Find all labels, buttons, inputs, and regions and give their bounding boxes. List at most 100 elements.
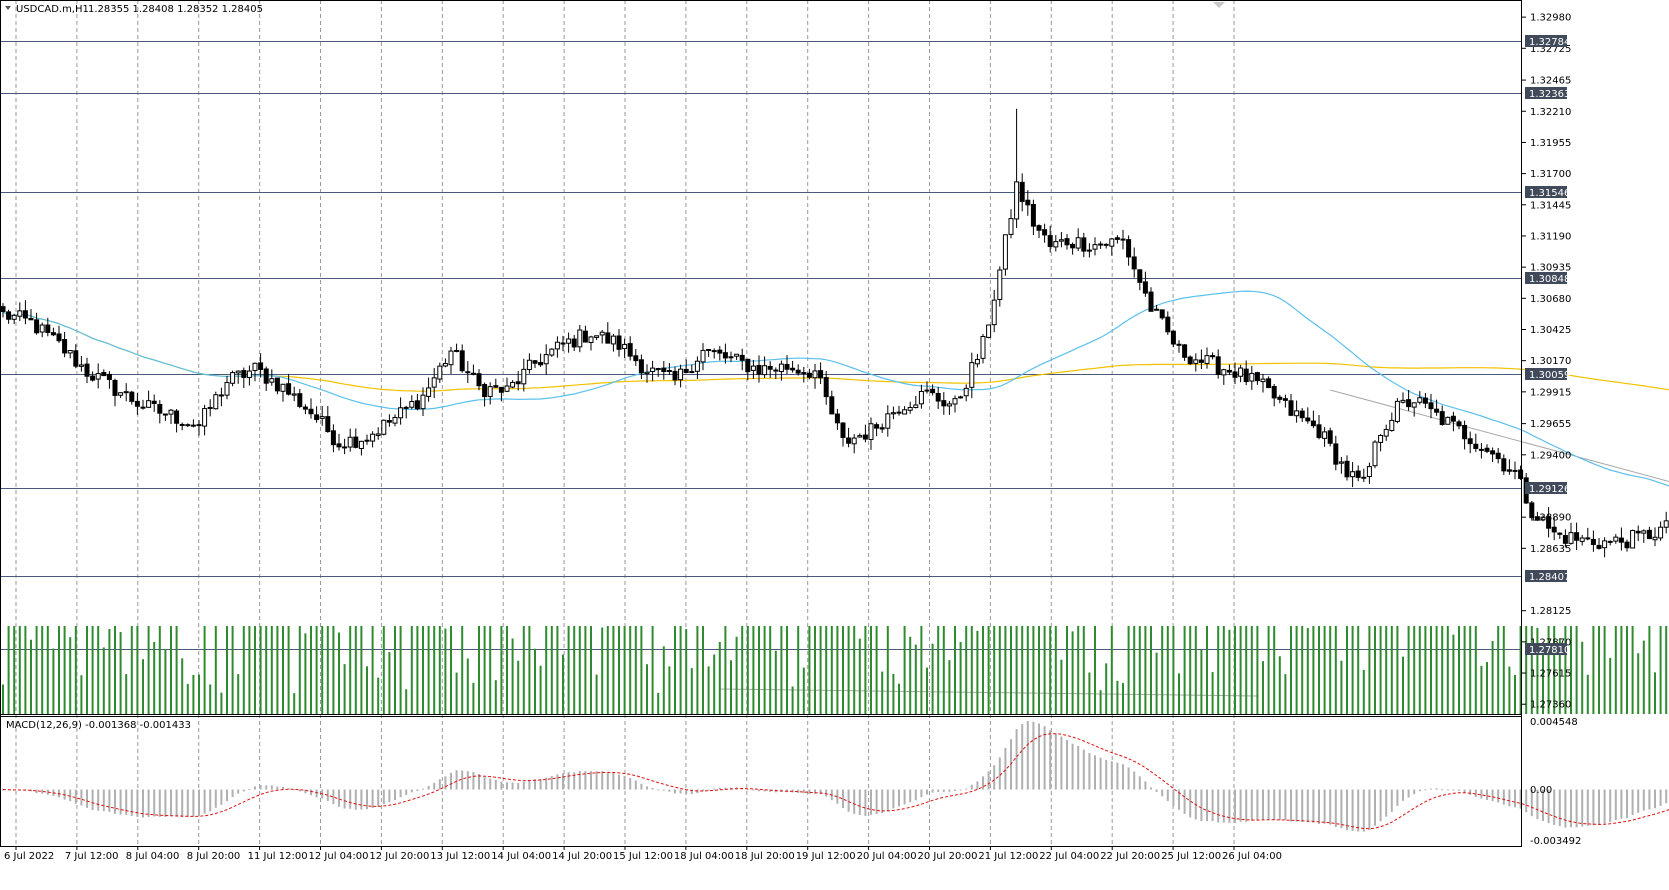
macd-bar [461,770,464,790]
candle-body [728,356,734,359]
macd-bar [1631,789,1634,816]
macd-bar [987,771,990,790]
volume-bar [674,626,676,714]
candle-body [78,364,84,367]
volume-bar [1026,626,1029,714]
macd-bar [752,789,755,791]
volume-bar [651,626,654,714]
volume-bar [1318,626,1320,714]
candle-body [493,385,499,388]
candle-body [106,373,112,380]
volume-bar [63,626,66,714]
macd-bar [282,786,284,790]
candle-body [700,349,706,363]
candle-body [241,370,247,378]
level-price-badge [1525,272,1567,284]
macd-bar [511,782,514,790]
macd-bar [125,789,128,815]
volume-bar [836,626,839,714]
macd-bar [937,789,940,792]
candle-body [1081,237,1087,252]
macd-bar [366,789,368,810]
candle-body [465,371,471,374]
volume-bar [349,626,352,714]
candle-body [638,359,644,374]
macd-bar [903,789,906,805]
volume-bar [1558,638,1561,714]
candle-body [1019,181,1025,202]
candle-body [902,409,908,415]
volume-bar [270,626,273,714]
panel-collapse-icon[interactable] [1213,2,1225,8]
candle-body [1092,244,1098,250]
candle-body [778,363,784,373]
macd-bar [265,785,268,790]
candle-body [1193,359,1199,364]
time-tick-label: 20 Jul 20:00 [918,851,978,862]
volume-bar [293,693,296,714]
volume-bar [52,648,55,714]
candle-body [801,372,807,375]
macd-bar [74,789,77,804]
macd-bar [214,789,217,808]
volume-bar [259,626,262,714]
volume-bar [58,626,60,714]
candle-body [1495,452,1501,460]
macd-bar [304,789,307,794]
macd-bar [310,789,312,796]
price-tick-label: 1.27360 [1530,700,1571,711]
volume-bar [405,689,408,714]
volume-bar [634,626,637,714]
time-tick-label: 15 Jul 12:00 [613,851,673,862]
macd-bar [80,789,83,806]
candle-body [560,342,566,345]
macd-bar [1110,761,1113,790]
macd-bar [1474,789,1477,797]
chevron-down-icon[interactable] [5,6,11,10]
macd-bar [556,774,559,790]
candle-body [392,416,398,424]
volume-bar [209,684,212,714]
volume-bar [1077,626,1080,714]
volume-bar [181,658,184,714]
candle-body [1254,372,1260,382]
volume-bar [618,626,620,714]
macd-bar [1228,789,1231,823]
macd-bar [259,785,262,790]
macd-bar [847,789,850,812]
candle-body [930,388,936,394]
macd-bar [349,789,352,809]
candle-body [286,383,292,395]
price-tick-label: 1.30935 [1530,263,1571,274]
volume-bar [522,626,525,714]
macd-bar [1060,736,1063,790]
candle-body [969,362,975,388]
candle-body [1602,540,1608,549]
candle-body [1613,536,1619,542]
volume-bar [1346,626,1348,714]
candle-body [1406,399,1412,408]
macd-bar [338,789,340,807]
candle-body [375,433,381,436]
candle-body [566,338,572,344]
candle-body [963,387,969,397]
volume-bar [242,626,245,714]
time-tick-label: 22 Jul 20:00 [1100,851,1160,862]
candle-body [689,371,695,374]
volume-bar [858,638,861,714]
candle-body [1131,256,1137,270]
candle-body [1294,410,1300,417]
candle-body [414,400,420,410]
macd-bar [1530,789,1533,817]
price-tick-label: 1.30170 [1530,356,1571,367]
volume-bar [528,626,531,714]
candle-body [790,367,796,371]
macd-bar [702,789,704,792]
candle-body [1120,238,1126,241]
candle-body [795,369,801,374]
macd-bar [668,789,671,792]
candle-body [1305,417,1311,422]
macd-bar [153,789,156,817]
volume-bar [1497,626,1500,714]
